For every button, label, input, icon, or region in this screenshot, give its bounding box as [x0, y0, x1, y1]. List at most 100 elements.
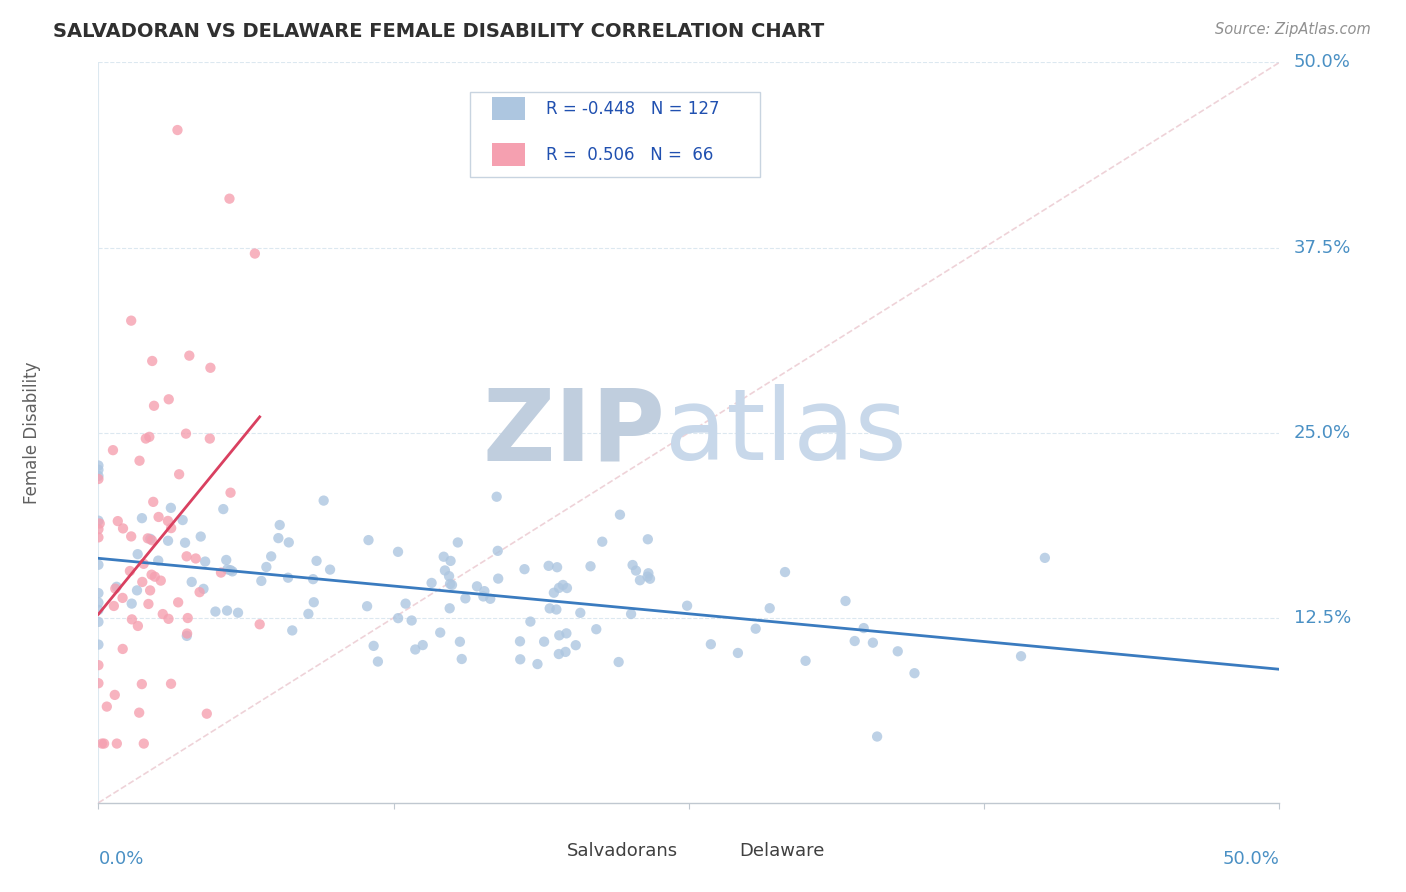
Point — [547, 647, 569, 661]
Point — [167, 595, 190, 609]
Point — [485, 490, 508, 504]
Text: 37.5%: 37.5% — [1294, 238, 1351, 257]
Point — [844, 634, 866, 648]
Point — [554, 645, 576, 659]
Point — [148, 510, 170, 524]
Point — [141, 567, 163, 582]
Point — [387, 545, 409, 559]
Point — [312, 493, 335, 508]
Point — [212, 502, 235, 516]
Point — [367, 655, 389, 669]
Point — [564, 638, 586, 652]
Point — [607, 655, 630, 669]
Point — [297, 607, 319, 621]
Point — [472, 590, 495, 604]
Point — [465, 579, 488, 593]
Point — [89, 516, 111, 531]
Point — [412, 638, 434, 652]
Text: 50.0%: 50.0% — [1294, 54, 1351, 71]
Point — [103, 599, 125, 613]
Point — [148, 553, 170, 567]
Point — [184, 551, 207, 566]
Point — [149, 574, 172, 588]
Point — [217, 562, 239, 576]
Point — [167, 467, 190, 482]
Point — [1033, 550, 1056, 565]
Text: Salvadorans: Salvadorans — [567, 842, 679, 860]
Point — [637, 566, 659, 581]
Point — [555, 581, 578, 595]
Point — [87, 586, 110, 600]
Point — [105, 737, 128, 751]
Point — [903, 666, 925, 681]
Point — [138, 597, 160, 611]
Point — [204, 605, 226, 619]
Point — [120, 529, 142, 543]
Point — [758, 601, 780, 615]
Point — [356, 599, 378, 614]
Point — [439, 601, 461, 615]
Point — [624, 564, 647, 578]
Point — [269, 518, 291, 533]
Text: 50.0%: 50.0% — [1223, 850, 1279, 868]
Point — [357, 533, 380, 547]
Point — [87, 603, 110, 617]
Point — [533, 634, 555, 648]
Point — [160, 521, 183, 535]
Point — [579, 559, 602, 574]
Point — [176, 549, 198, 564]
FancyBboxPatch shape — [471, 92, 759, 178]
Point — [127, 547, 149, 561]
Point — [866, 730, 889, 744]
Point — [219, 563, 242, 577]
Point — [449, 634, 471, 648]
Point — [87, 638, 110, 652]
Point — [513, 562, 536, 576]
Point — [277, 571, 299, 585]
Point — [744, 622, 766, 636]
Point — [96, 699, 118, 714]
Point — [219, 485, 242, 500]
Point — [176, 629, 198, 643]
Point — [226, 606, 249, 620]
Point — [773, 565, 796, 579]
Point — [87, 469, 110, 483]
Point — [87, 658, 110, 673]
Point — [179, 349, 201, 363]
Point — [142, 495, 165, 509]
Point — [217, 604, 239, 618]
Point — [221, 565, 243, 579]
Point — [200, 360, 222, 375]
Point — [394, 597, 416, 611]
Point — [209, 566, 232, 580]
Point — [249, 617, 271, 632]
Point — [193, 582, 215, 596]
Point — [727, 646, 749, 660]
Point — [101, 443, 124, 458]
Point — [177, 611, 200, 625]
Point — [111, 642, 134, 657]
Point — [157, 612, 180, 626]
Point — [700, 637, 723, 651]
Point — [887, 644, 910, 658]
Point — [305, 554, 328, 568]
Point — [676, 599, 699, 613]
Point — [447, 535, 470, 549]
Point — [621, 558, 644, 572]
Point — [439, 554, 461, 568]
Text: 25.0%: 25.0% — [1294, 424, 1351, 442]
Text: Female Disability: Female Disability — [24, 361, 41, 504]
Point — [87, 463, 110, 477]
Point — [260, 549, 283, 564]
Point — [132, 737, 155, 751]
Point — [87, 472, 110, 486]
Point — [87, 458, 110, 473]
Point — [107, 514, 129, 528]
Point — [141, 533, 163, 548]
Point — [139, 583, 162, 598]
Point — [401, 614, 423, 628]
Point — [537, 558, 560, 573]
Text: 12.5%: 12.5% — [1294, 608, 1351, 627]
Point — [585, 622, 607, 636]
Text: Source: ZipAtlas.com: Source: ZipAtlas.com — [1215, 22, 1371, 37]
